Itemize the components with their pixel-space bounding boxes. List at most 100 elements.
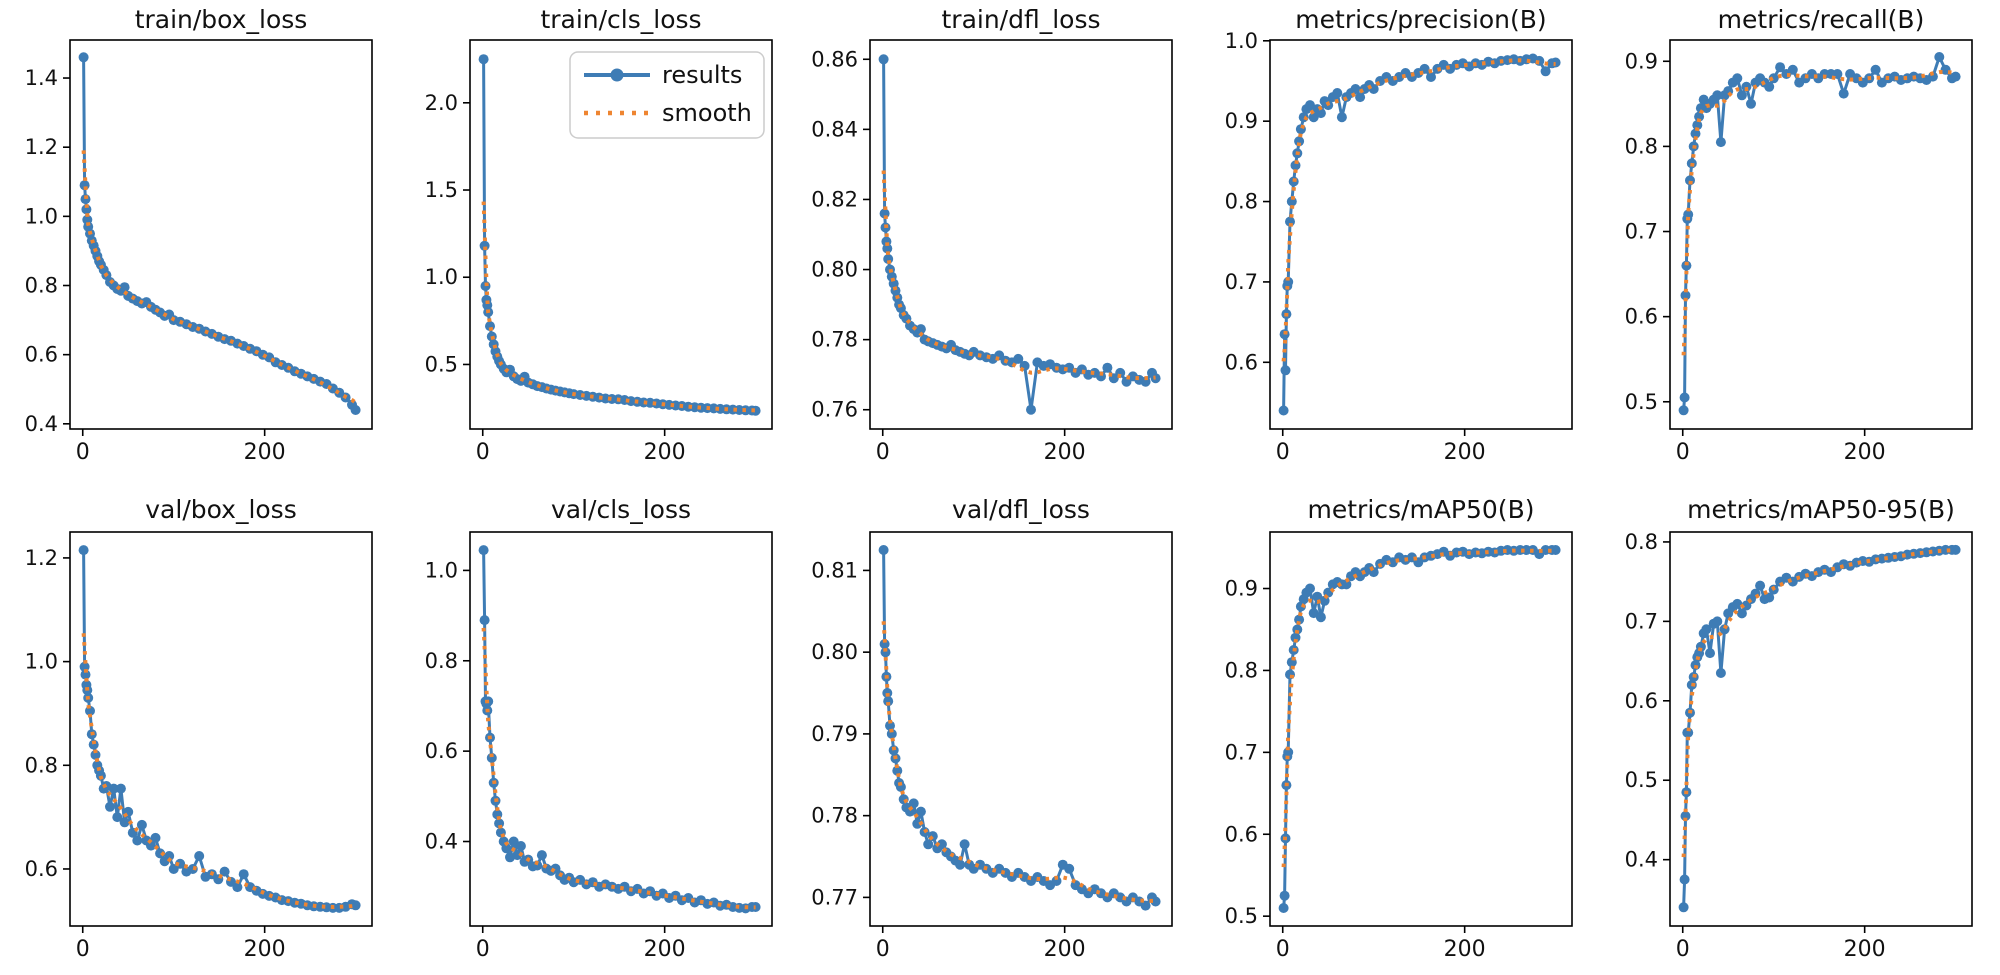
axes-box — [1269, 39, 1573, 430]
subplot-metrics-map50-b: metrics/mAP50(B) 0.5 0.6 0.7 0.8 0.9 0 200 — [1200, 485, 1600, 971]
results-marker-dot — [1950, 544, 1961, 555]
results-marker-dot — [1312, 591, 1323, 602]
results-marker-dot — [1315, 108, 1326, 119]
results-marker-dot — [1683, 209, 1694, 220]
subplot-metrics-recall-b: metrics/recall(B) 0.5 0.6 0.7 0.8 0.9 0 200 — [1600, 0, 2000, 485]
panel-canvas: metrics/precision(B) 0.6 0.7 0.8 0.9 1.0 0 200 — [1225, 5, 1573, 465]
axes-box — [469, 531, 773, 927]
panel-canvas: val/dfl_loss 0.77 0.78 0.79 0.80 0.81 0 200 — [811, 495, 1173, 962]
smooth-line — [1681, 69, 1957, 356]
results-marker-dot — [882, 688, 893, 698]
y-tick-label: 0.4 — [25, 412, 58, 436]
results-marker-dot — [515, 841, 526, 851]
results-marker-dot — [1305, 583, 1315, 594]
y-tick-label: 0.77 — [811, 885, 858, 909]
results-marker-dot — [78, 545, 89, 556]
y-tick-label: 0.7 — [1625, 220, 1658, 244]
smooth-line — [881, 170, 1156, 381]
results-marker-dot — [219, 866, 230, 877]
legend-results-label: results — [662, 61, 742, 89]
y-axis-ticks: 0.77 0.78 0.79 0.80 0.81 — [811, 558, 870, 909]
y-tick-label: 0.4 — [425, 830, 458, 854]
y-tick-label: 0.8 — [425, 649, 458, 673]
y-axis-ticks: 0.6 0.7 0.8 0.9 1.0 — [1225, 29, 1270, 374]
results-marker-dot — [908, 798, 919, 809]
results-marker-dot — [1705, 648, 1715, 659]
results-marker-dot — [501, 843, 512, 854]
results-marker-dot — [350, 900, 361, 911]
results-marker-dot — [350, 405, 361, 415]
results-marker-dot — [1305, 100, 1315, 111]
panel-canvas: metrics/recall(B) 0.5 0.6 0.7 0.8 0.9 0 200 — [1625, 5, 1973, 465]
y-axis-ticks: 0.76 0.78 0.80 0.82 0.84 0.86 — [811, 47, 870, 422]
results-marker-dot — [508, 836, 519, 847]
results-marker-dot — [1712, 90, 1723, 101]
results-line — [1682, 548, 1956, 908]
smooth-line — [81, 150, 357, 405]
x-tick-label: 0 — [1676, 440, 1690, 465]
subplot-title: train/cls_loss — [540, 5, 701, 34]
subplot-title: metrics/recall(B) — [1718, 5, 1925, 34]
results-marker-dot — [750, 405, 761, 416]
results-marker-dot — [1746, 98, 1756, 109]
y-tick-label: 0.6 — [1625, 305, 1658, 329]
x-tick-label: 200 — [1444, 440, 1486, 465]
x-axis-ticks: 0 200 — [1676, 429, 1886, 465]
y-tick-label: 2.0 — [425, 91, 458, 115]
x-axis-ticks: 0 200 — [476, 429, 686, 465]
results-markers — [78, 52, 361, 415]
subplot-title: train/dfl_loss — [941, 5, 1100, 34]
axes-box — [869, 531, 1173, 927]
y-tick-label: 0.5 — [425, 352, 458, 376]
results-marker-dot — [1096, 371, 1106, 382]
x-tick-label: 200 — [644, 937, 686, 962]
results-line — [882, 549, 1157, 908]
x-tick-label: 0 — [76, 937, 90, 962]
panel-canvas: metrics/mAP50-95(B) 0.4 0.5 0.6 0.7 0.8 0 200 — [1625, 495, 1973, 962]
results-markers — [878, 545, 1161, 911]
y-tick-label: 0.5 — [1625, 768, 1658, 792]
subplot-metrics-map50-95-b: metrics/mAP50-95(B) 0.4 0.5 0.6 0.7 0.8 0 200 — [1600, 485, 2000, 971]
results-marker-dot — [238, 869, 249, 880]
legend-smooth-label: smooth — [662, 99, 752, 127]
y-tick-label: 1.2 — [25, 135, 58, 159]
results-marker-dot — [1350, 84, 1361, 94]
y-tick-label: 0.8 — [1225, 658, 1258, 682]
y-axis-ticks: 0.4 0.6 0.8 1.0 — [425, 558, 470, 854]
y-tick-label: 0.82 — [811, 187, 858, 211]
x-tick-label: 0 — [1276, 440, 1290, 465]
y-tick-label: 0.6 — [1225, 350, 1258, 374]
results-marker-dot — [1712, 616, 1723, 627]
results-marker-dot — [1950, 71, 1961, 82]
y-tick-label: 0.80 — [811, 640, 858, 664]
subplot-title: metrics/mAP50(B) — [1308, 495, 1535, 524]
results-markers — [878, 54, 1161, 415]
panel-canvas: train/box_loss 0.4 0.6 0.8 1.0 1.2 1.4 0 200 — [25, 5, 373, 465]
x-tick-label: 0 — [876, 937, 890, 962]
results-marker-dot — [1775, 62, 1786, 73]
results-marker-dot — [150, 832, 161, 843]
results-marker-dot — [78, 52, 89, 63]
axes-box — [1269, 531, 1573, 927]
results-marker-dot — [1692, 120, 1703, 131]
y-tick-label: 1.2 — [25, 546, 58, 570]
results-marker-dot — [1678, 405, 1689, 416]
subplot-train-box-loss: train/box_loss 0.4 0.6 0.8 1.0 1.2 1.4 0 200 — [0, 0, 400, 485]
y-tick-label: 0.78 — [811, 328, 858, 352]
x-tick-label: 0 — [876, 440, 890, 465]
results-marker-dot — [1680, 811, 1691, 821]
y-tick-label: 1.4 — [25, 66, 58, 90]
results-marker-dot — [486, 752, 497, 763]
results-marker-dot — [915, 324, 926, 335]
y-tick-label: 0.9 — [1225, 577, 1258, 601]
results-marker-dot — [1336, 112, 1347, 123]
x-axis-ticks: 0 200 — [76, 429, 286, 465]
y-tick-label: 1.0 — [425, 265, 458, 289]
results-marker-dot — [108, 783, 119, 794]
y-tick-label: 0.8 — [1225, 190, 1258, 214]
results-marker-dot — [115, 783, 126, 794]
results-marker-dot — [1694, 111, 1705, 122]
x-tick-label: 0 — [476, 440, 490, 465]
results-marker-dot — [1292, 624, 1303, 635]
results-marker-dot — [1064, 863, 1075, 874]
